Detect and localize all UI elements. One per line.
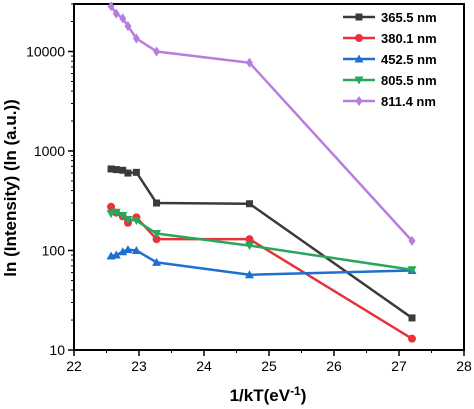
data-point xyxy=(152,257,162,266)
data-point xyxy=(112,8,120,19)
legend-item: 365.5 nm xyxy=(343,10,437,25)
data-point xyxy=(118,247,128,256)
x-tick-label: 26 xyxy=(326,358,342,374)
legend: 365.5 nm 380.1 nm 452.5 nm 805.5 nm 811.4 nm xyxy=(343,10,437,109)
data-point xyxy=(131,245,141,254)
data-point xyxy=(123,215,133,224)
data-point xyxy=(132,33,140,44)
data-point xyxy=(245,235,254,244)
y-axis-title: ln (Intensity) (ln (a.u.)) xyxy=(1,99,20,277)
data-point xyxy=(245,242,254,251)
legend-label: 811.4 nm xyxy=(381,94,436,109)
data-point xyxy=(124,21,132,32)
y-tick-label: 10000 xyxy=(26,43,65,59)
legend-item: 452.5 nm xyxy=(343,52,437,67)
data-point xyxy=(407,266,417,275)
x-axis-title-superscript: -1 xyxy=(290,384,301,398)
data-point xyxy=(245,270,254,279)
y-tick-label: 10 xyxy=(49,342,65,358)
data-point xyxy=(111,250,121,259)
data-point xyxy=(118,211,128,220)
series-2 xyxy=(106,245,417,279)
axis-ticks: 22 23 24 25 26 27 28 10 100 1000 10000 xyxy=(26,3,472,374)
legend-label: 380.1 nm xyxy=(381,31,437,46)
data-point xyxy=(246,200,253,208)
legend-marker xyxy=(355,34,363,42)
x-tick-label: 25 xyxy=(261,358,277,374)
legend-label: 452.5 nm xyxy=(381,52,437,67)
legend-item: 811.4 nm xyxy=(343,94,436,109)
data-point xyxy=(107,1,115,12)
x-tick-label: 27 xyxy=(391,358,407,374)
series-0 xyxy=(107,165,416,322)
data-point xyxy=(132,168,140,176)
series-4 xyxy=(107,1,416,246)
legend-marker xyxy=(355,96,363,106)
data-point xyxy=(246,57,253,68)
data-point xyxy=(153,199,161,207)
data-point xyxy=(152,230,162,239)
legend-label: 365.5 nm xyxy=(381,10,437,25)
data-series xyxy=(106,1,417,343)
data-point xyxy=(408,235,416,246)
legend-marker xyxy=(355,13,363,21)
data-point xyxy=(107,202,116,211)
legend-marker xyxy=(354,76,364,85)
series-3 xyxy=(106,208,417,275)
x-tick-label: 28 xyxy=(456,358,472,374)
data-point xyxy=(119,13,127,24)
legend-item: 805.5 nm xyxy=(343,73,437,88)
x-tick-label: 23 xyxy=(131,358,147,374)
data-point xyxy=(131,217,141,226)
legend-item: 380.1 nm xyxy=(343,31,437,46)
data-point xyxy=(152,235,161,244)
x-tick-label: 22 xyxy=(66,358,82,374)
legend-label: 805.5 nm xyxy=(381,73,437,88)
legend-marker xyxy=(354,54,364,63)
x-axis-title-suffix: ) xyxy=(301,386,307,405)
y-tick-label: 100 xyxy=(42,242,66,258)
x-axis-title: 1/kT(eV-1) xyxy=(230,384,307,405)
x-tick-label: 24 xyxy=(196,358,212,374)
data-point xyxy=(124,169,132,177)
data-point xyxy=(106,210,116,219)
data-point xyxy=(107,165,115,173)
data-point xyxy=(123,245,133,254)
data-point xyxy=(408,334,416,343)
y-tick-label: 1000 xyxy=(34,143,65,159)
data-point xyxy=(112,166,120,174)
data-point xyxy=(119,166,127,174)
data-point xyxy=(408,314,416,322)
data-point xyxy=(111,208,121,217)
data-point xyxy=(153,46,161,57)
